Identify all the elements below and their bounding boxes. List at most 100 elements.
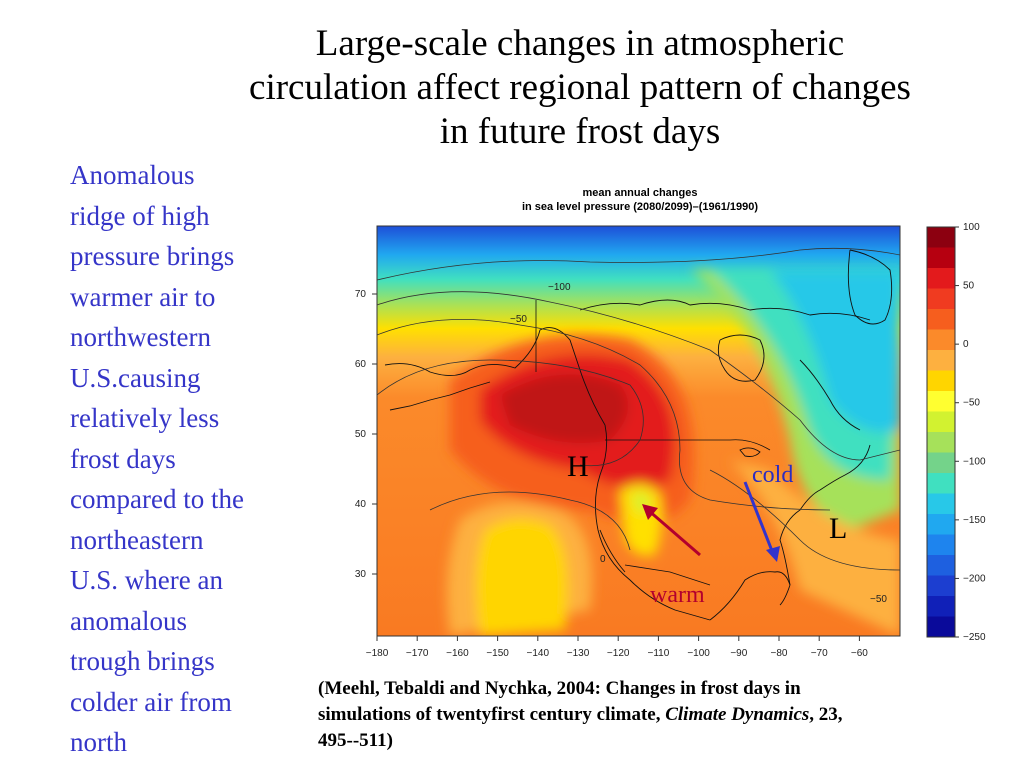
side-line: U.S. where an <box>70 565 223 595</box>
colorbar-swatch <box>927 288 955 310</box>
side-line: frost days <box>70 443 176 474</box>
side-line: warmer air to <box>70 281 216 312</box>
colorbar-frame <box>926 226 956 638</box>
warm-arrow-head <box>642 504 658 520</box>
colorbar-label: −250 <box>963 632 986 643</box>
contour-label: 0 <box>600 554 606 565</box>
lon-tick-label: −90 <box>730 648 747 659</box>
warm-arrow <box>642 504 701 557</box>
colorbar-swatch <box>927 596 955 617</box>
colorbar-swatch <box>927 227 955 248</box>
side-line: relatively less <box>70 403 220 433</box>
colorbar-swatch <box>927 268 955 289</box>
coastlines <box>384 249 893 621</box>
map-title-line-2: in sea level pressure (2080/2099)–(1961/… <box>521 201 759 213</box>
side-line: compared to the <box>70 484 244 514</box>
side-explanation: Anomalous ridge of high pressure brings … <box>70 155 295 763</box>
lon-tick-label: −80 <box>771 648 788 659</box>
side-line: ridge of high <box>70 200 210 231</box>
side-line: anomalous <box>70 605 187 636</box>
longitude-axis: −180 −170 −160 −150 −140 −130 −120 −110 −100 −90 −… <box>366 636 868 659</box>
colorbar-swatch <box>927 309 955 330</box>
citation-line-2-suffix: , 23, <box>809 704 843 725</box>
coast-florida <box>779 584 791 606</box>
contour-line <box>377 247 900 281</box>
colorbar-swatch <box>927 452 955 474</box>
colorbar-swatch <box>927 514 955 535</box>
coast-baja <box>599 529 626 573</box>
coast-arctic <box>579 299 871 321</box>
contour-label: −100 <box>548 282 571 293</box>
citation: (Meehl, Tebaldi and Nychka, 2004: Change… <box>318 676 1018 754</box>
coast-great-lakes <box>739 447 761 457</box>
lon-tick-label: −120 <box>607 648 630 659</box>
cold-arrow-shaft <box>743 481 776 557</box>
title-line-1: Large-scale changes in atmospheric <box>315 23 845 64</box>
lat-tick-label: 60 <box>355 359 367 370</box>
lon-tick-label: −170 <box>406 648 429 659</box>
colorbar-swatch <box>927 473 955 494</box>
high-pressure-label: H <box>567 450 589 483</box>
lat-tick-label: 30 <box>355 569 367 580</box>
colorbar-label: 50 <box>963 281 975 292</box>
colorbar-label: 0 <box>963 339 969 350</box>
pressure-change-map: −100 −50 0 −50 −180 −170 −160 −150 −140 −130−… <box>355 222 986 659</box>
map-plot-area: −100 −50 0 −50 <box>377 226 900 636</box>
colorbar-label: −200 <box>963 573 986 584</box>
ridge-core <box>500 374 628 443</box>
contour-label: −50 <box>510 314 527 325</box>
lon-tick-label: −70 <box>811 648 828 659</box>
cold-label: cold <box>752 462 793 488</box>
contour-line <box>377 359 644 467</box>
colorbar-swatch <box>927 247 955 269</box>
slide-title: Large-scale changes in atmospheric circu… <box>160 22 1000 154</box>
side-line: north <box>70 727 127 757</box>
citation-line-2: simulations of twentyfirst century clima… <box>318 702 1018 728</box>
cold-arrow-head <box>766 546 780 562</box>
title-line-3: in future frost days <box>439 111 721 152</box>
contour-labels: −100 −50 0 −50 <box>510 282 887 605</box>
atlantic-orange <box>730 460 900 636</box>
lon-tick-label: −100 <box>687 648 710 659</box>
pacific-yellow-blob <box>476 518 568 636</box>
contour-line <box>377 291 900 461</box>
colorbar: 100 50 0 −50 −100 −150 −200 −250 <box>926 222 986 643</box>
side-line: Anomalous <box>70 160 195 190</box>
map-title: mean annual changes in sea level pressur… <box>440 186 840 214</box>
colorbar-swatch <box>927 555 955 576</box>
cold-arrow <box>743 481 780 562</box>
latitude-axis: 70 60 50 40 30 <box>355 289 377 580</box>
coast-west <box>595 424 711 621</box>
coast-aleutians <box>389 381 491 411</box>
contour-line <box>429 491 631 551</box>
citation-line-3: 495--511) <box>318 730 393 751</box>
lat-tick-label: 50 <box>355 429 367 440</box>
lon-tick-label: −110 <box>648 648 670 659</box>
colorbar-swatch <box>927 329 955 351</box>
mexico-yellow-blob <box>620 483 662 556</box>
lon-tick-label: −130 <box>567 648 590 659</box>
coast-greenland <box>847 249 893 325</box>
citation-line-2-prefix: simulations of twentyfirst century clima… <box>318 704 666 725</box>
pressure-contours <box>377 247 900 571</box>
coast-alaska <box>384 327 606 426</box>
border-us-canada <box>605 439 771 451</box>
lat-tick-label: 70 <box>355 289 367 300</box>
citation-line-1: (Meehl, Tebaldi and Nychka, 2004: Change… <box>318 678 801 699</box>
title-line-2: circulation affect regional pattern of c… <box>249 67 911 108</box>
lon-tick-label: −150 <box>486 648 509 659</box>
ne-trough-core <box>770 270 900 432</box>
lon-tick-label: −60 <box>851 648 868 659</box>
side-line: trough brings <box>70 646 215 676</box>
lon-tick-label: −160 <box>446 648 469 659</box>
colorbar-swatch <box>927 493 955 515</box>
border-us-mexico <box>624 564 711 586</box>
contour-line <box>377 318 831 511</box>
colorbar-swatch <box>927 391 955 412</box>
contour-label: −50 <box>870 594 887 605</box>
side-line: colder air from <box>70 686 232 717</box>
side-line: northeastern <box>70 524 204 555</box>
colorbar-label: −50 <box>963 398 980 409</box>
coast-labrador <box>799 359 861 431</box>
low-pressure-label: L <box>829 512 847 545</box>
